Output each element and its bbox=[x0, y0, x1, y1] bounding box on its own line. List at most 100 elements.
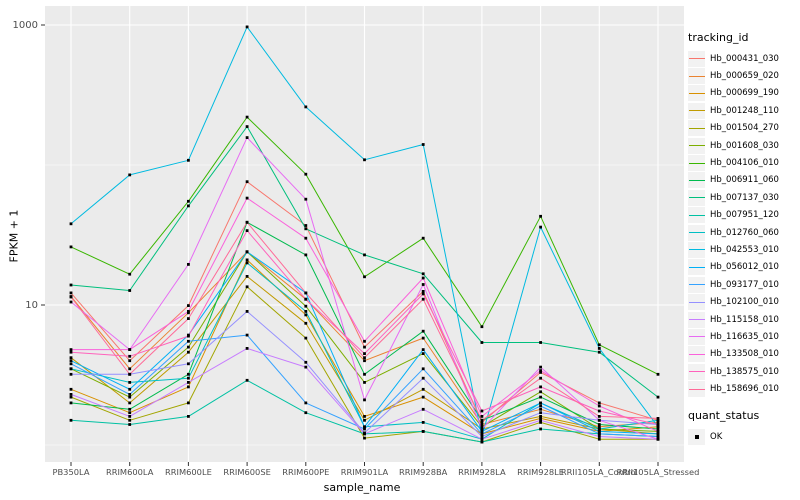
legend-label: Hb_001504_270 bbox=[710, 123, 779, 134]
legend-color-line bbox=[688, 353, 705, 355]
legend-label: Hb_133508_010 bbox=[710, 349, 779, 360]
x-tick-label: RRII105LA_Stressed bbox=[617, 467, 700, 477]
legend-color-line bbox=[688, 179, 705, 181]
legend-color-line bbox=[688, 371, 705, 373]
legend-item-Hb_001504_270: Hb_001504_270 bbox=[688, 120, 800, 137]
legend-label: Hb_042553_010 bbox=[710, 244, 779, 255]
legend-label: Hb_000431_030 bbox=[710, 53, 779, 64]
legend-item-Hb_042553_010: Hb_042553_010 bbox=[688, 241, 800, 258]
legend-label: Hb_138575_010 bbox=[710, 366, 779, 377]
legend-item-Hb_007951_120: Hb_007951_120 bbox=[688, 207, 800, 224]
quant-legend-key bbox=[688, 428, 705, 445]
legend-color-line bbox=[688, 249, 705, 251]
ok-point-icon bbox=[694, 434, 699, 439]
gridlines bbox=[45, 6, 684, 462]
legend-item-Hb_116635_010: Hb_116635_010 bbox=[688, 328, 800, 345]
legend-color-line bbox=[688, 127, 705, 129]
legend-color-line bbox=[688, 319, 705, 321]
legend-item-Hb_115158_010: Hb_115158_010 bbox=[688, 311, 800, 328]
legend-key-icon bbox=[688, 224, 705, 241]
x-tick-label: RRIM600LE bbox=[165, 467, 212, 477]
legend-color-line bbox=[688, 232, 705, 234]
legend-item-Hb_000659_020: Hb_000659_020 bbox=[688, 67, 800, 85]
legend-label: Hb_116635_010 bbox=[710, 331, 779, 342]
legend-key-icon bbox=[688, 241, 705, 258]
legend-color-line bbox=[688, 110, 705, 112]
y-axis: 1000 10 bbox=[13, 20, 45, 311]
x-tick-label: RRIM600PE bbox=[282, 467, 329, 477]
legend-item-Hb_007137_030: Hb_007137_030 bbox=[688, 189, 800, 206]
x-tick-label: RRIM928LA bbox=[458, 467, 506, 477]
legend-color-line bbox=[688, 214, 705, 216]
x-tick-label: RRIM600LA bbox=[106, 467, 154, 477]
legend-key-icon bbox=[688, 207, 705, 224]
legend-item-Hb_001608_030: Hb_001608_030 bbox=[688, 137, 800, 154]
legend-label: Hb_000699_190 bbox=[710, 88, 779, 99]
legend-color-line bbox=[688, 266, 705, 268]
quant-status-legend: quant_status OK bbox=[688, 409, 800, 445]
y-axis-title: FPKM + 1 bbox=[7, 209, 21, 263]
data-point-markers bbox=[69, 25, 660, 444]
x-axis: PB350LA RRIM600LA RRIM600LE RRIM600SE RRIM60… bbox=[52, 462, 699, 477]
legend-item-Hb_138575_010: Hb_138575_010 bbox=[688, 363, 800, 380]
legend-label: Hb_007137_030 bbox=[710, 192, 779, 203]
legend-color-line bbox=[688, 388, 705, 390]
legend-color-line bbox=[688, 75, 705, 77]
legend-title: tracking_id bbox=[688, 31, 749, 44]
legend-key-icon bbox=[688, 137, 705, 154]
legend-label: Hb_001608_030 bbox=[710, 140, 779, 151]
legend-key-icon bbox=[688, 381, 705, 398]
legend-label: Hb_093177_010 bbox=[710, 279, 779, 290]
legend-key-icon bbox=[688, 85, 705, 102]
legend-item-Hb_006911_060: Hb_006911_060 bbox=[688, 172, 800, 189]
legend-item-Hb_012760_060: Hb_012760_060 bbox=[688, 224, 800, 241]
legend-label: Hb_115158_010 bbox=[710, 314, 779, 325]
legend-color-line bbox=[688, 162, 705, 164]
legend-label: Hb_001248_110 bbox=[710, 105, 779, 116]
x-tick-label: RRII105LA_Control bbox=[561, 467, 638, 477]
legend-key-icon bbox=[688, 328, 705, 345]
quant-legend-label: OK bbox=[710, 431, 723, 442]
legend-label: Hb_102100_010 bbox=[710, 297, 779, 308]
legend-key-icon bbox=[688, 172, 705, 189]
legend-item-Hb_102100_010: Hb_102100_010 bbox=[688, 293, 800, 311]
y-tick-label: 1000 bbox=[13, 20, 38, 31]
legend-label: Hb_007951_120 bbox=[710, 210, 779, 221]
legend-key-icon bbox=[688, 120, 705, 137]
legend-key-icon bbox=[688, 68, 705, 85]
legend-label: Hb_000659_020 bbox=[710, 71, 779, 82]
legend-item-Hb_056012_010: Hb_056012_010 bbox=[688, 259, 800, 276]
legend-item-Hb_093177_010: Hb_093177_010 bbox=[688, 276, 800, 293]
legend-color-line bbox=[688, 284, 705, 286]
legend-item-Hb_158696_010: Hb_158696_010 bbox=[688, 380, 800, 398]
legend-color-line bbox=[688, 301, 705, 303]
x-tick-label: PB350LA bbox=[52, 467, 89, 477]
legend-key-icon bbox=[688, 346, 705, 363]
x-tick-label: RRIM901LA bbox=[341, 467, 389, 477]
legend-items: Hb_000431_030 Hb_000659_020 Hb_000699_190 H… bbox=[688, 50, 800, 398]
legend-color-line bbox=[688, 92, 705, 94]
quant-legend-item: OK bbox=[688, 428, 800, 445]
legend-label: Hb_004106_010 bbox=[710, 158, 779, 169]
legend-color-line bbox=[688, 197, 705, 199]
legend-key-icon bbox=[688, 189, 705, 206]
legend-key-icon bbox=[688, 311, 705, 328]
legend-color-line bbox=[688, 58, 705, 60]
y-tick-label: 10 bbox=[25, 300, 38, 311]
legend-key-icon bbox=[688, 363, 705, 380]
legend-item-Hb_000431_030: Hb_000431_030 bbox=[688, 50, 800, 67]
legend-key-icon bbox=[688, 259, 705, 276]
legend-color-line bbox=[688, 336, 705, 338]
quant-legend-title: quant_status bbox=[688, 408, 760, 422]
legend-item-Hb_000699_190: Hb_000699_190 bbox=[688, 85, 800, 102]
x-tick-label: RRIM600SE bbox=[223, 467, 270, 477]
legend-item-Hb_133508_010: Hb_133508_010 bbox=[688, 346, 800, 363]
legend-key-icon bbox=[688, 276, 705, 293]
legend: tracking_id Hb_000431_030 Hb_000659_020 Hb… bbox=[688, 31, 800, 445]
legend-item-Hb_001248_110: Hb_001248_110 bbox=[688, 102, 800, 119]
legend-label: Hb_006911_060 bbox=[710, 175, 779, 186]
legend-key-icon bbox=[688, 50, 705, 67]
legend-item-Hb_004106_010: Hb_004106_010 bbox=[688, 154, 800, 172]
